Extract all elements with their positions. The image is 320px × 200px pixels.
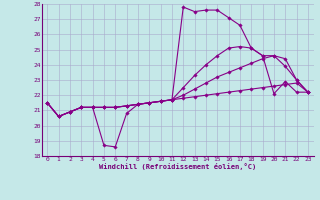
X-axis label: Windchill (Refroidissement éolien,°C): Windchill (Refroidissement éolien,°C) <box>99 163 256 170</box>
